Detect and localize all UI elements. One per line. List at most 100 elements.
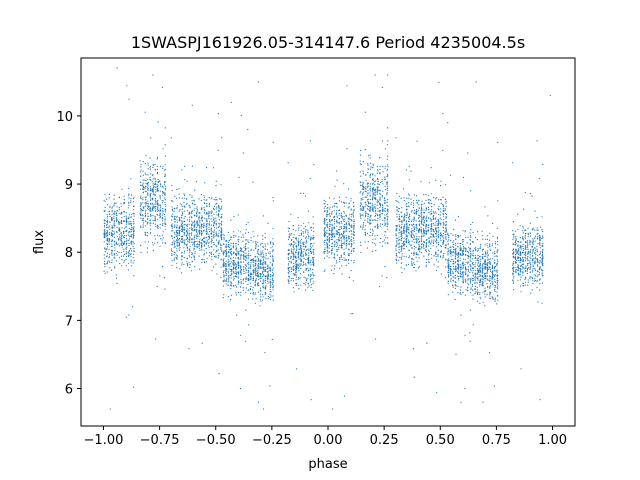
- data-point: [359, 216, 362, 218]
- data-point: [340, 239, 342, 241]
- data-point: [323, 222, 325, 224]
- data-point: [343, 231, 345, 233]
- data-point: [333, 235, 336, 237]
- data-point: [288, 263, 290, 265]
- data-point: [181, 212, 184, 215]
- data-point: [270, 295, 272, 297]
- data-point: [331, 227, 333, 229]
- data-point: [152, 249, 154, 252]
- data-point: [443, 253, 445, 255]
- data-point: [345, 237, 348, 239]
- data-point: [421, 207, 423, 209]
- data-point: [152, 163, 154, 165]
- data-point: [152, 184, 154, 186]
- data-point: [269, 299, 271, 301]
- data-point: [297, 278, 299, 280]
- data-point: [414, 228, 416, 231]
- data-point: [381, 180, 383, 183]
- data-point: [329, 221, 331, 223]
- data-point: [103, 270, 105, 272]
- data-point: [104, 260, 106, 262]
- data-point: [418, 257, 420, 259]
- data-point: [415, 252, 417, 254]
- data-point: [111, 209, 113, 211]
- data-point: [372, 206, 374, 208]
- data-point: [218, 219, 220, 221]
- data-point: [462, 267, 464, 269]
- data-point: [440, 239, 442, 241]
- data-point: [140, 203, 142, 206]
- data-point: [194, 234, 196, 236]
- data-point: [262, 250, 264, 252]
- data-point: [445, 215, 447, 218]
- data-point: [305, 258, 307, 261]
- data-point: [413, 258, 415, 260]
- data-point: [290, 244, 292, 246]
- data-point: [221, 213, 223, 216]
- data-point: [343, 248, 345, 250]
- data-point: [437, 225, 439, 227]
- data-point: [121, 235, 123, 237]
- data-point: [408, 197, 410, 199]
- data-point: [411, 202, 413, 204]
- data-point: [425, 249, 427, 251]
- data-point: [181, 252, 183, 254]
- data-point: [425, 233, 427, 235]
- data-point: [378, 285, 381, 288]
- data-point: [328, 228, 330, 230]
- data-point: [245, 223, 247, 225]
- data-point: [155, 200, 157, 202]
- data-point: [423, 247, 425, 249]
- data-point: [259, 275, 261, 277]
- data-point: [348, 206, 350, 208]
- data-point: [292, 251, 294, 253]
- data-point: [379, 196, 381, 198]
- data-point: [103, 236, 105, 239]
- data-point: [401, 215, 403, 217]
- data-point: [379, 193, 382, 195]
- data-point: [154, 223, 156, 225]
- data-point: [176, 226, 178, 228]
- data-point: [379, 206, 381, 208]
- data-point: [433, 231, 435, 233]
- data-point: [292, 241, 294, 243]
- data-point: [147, 189, 149, 191]
- data-point: [123, 231, 125, 233]
- data-point: [310, 286, 312, 288]
- data-point: [262, 260, 264, 262]
- data-point: [450, 269, 452, 271]
- data-point: [335, 260, 338, 262]
- data-point: [121, 265, 123, 267]
- data-point: [362, 197, 364, 199]
- data-point: [205, 261, 207, 263]
- data-point: [380, 181, 382, 184]
- data-point: [242, 257, 245, 259]
- data-point: [423, 235, 425, 237]
- data-point: [380, 223, 382, 225]
- data-point: [362, 186, 364, 188]
- data-point: [194, 259, 196, 261]
- data-point: [191, 222, 193, 224]
- data-point: [384, 208, 386, 210]
- data-point: [211, 220, 213, 222]
- data-point: [258, 248, 260, 251]
- data-point: [108, 225, 110, 227]
- data-point: [426, 342, 428, 344]
- data-point: [107, 261, 109, 263]
- data-point: [216, 202, 218, 205]
- data-point: [196, 223, 198, 225]
- data-point: [418, 266, 420, 268]
- data-point: [418, 223, 421, 225]
- data-point: [443, 222, 445, 224]
- data-point: [250, 267, 252, 269]
- data-point: [408, 165, 410, 167]
- data-point: [298, 251, 300, 253]
- data-point: [336, 225, 338, 227]
- data-point: [326, 242, 328, 244]
- data-point: [353, 228, 355, 230]
- data-point: [204, 203, 206, 205]
- data-point: [206, 203, 208, 205]
- data-point: [190, 270, 192, 272]
- data-point: [312, 250, 314, 252]
- data-point: [413, 254, 415, 256]
